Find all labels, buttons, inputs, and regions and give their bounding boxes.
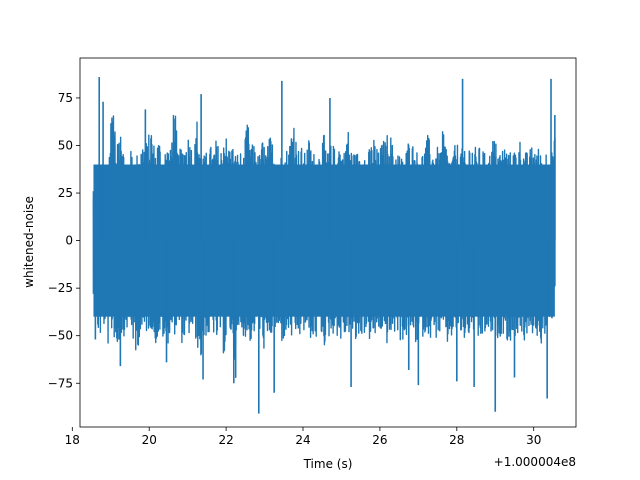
x-axis-offset-label: +1.000004e8 xyxy=(494,455,576,469)
y-tick-label: −75 xyxy=(48,376,73,390)
y-tick-label: 50 xyxy=(58,138,73,152)
x-axis: 18 20 22 24 26 28 30 xyxy=(65,427,541,447)
y-tick-label: 75 xyxy=(58,91,73,105)
y-tick-label: −25 xyxy=(48,281,73,295)
axes-frame xyxy=(79,57,577,428)
x-tick-label: 28 xyxy=(449,433,464,447)
x-tick-label: 24 xyxy=(295,433,310,447)
plot-area xyxy=(92,77,556,414)
x-tick-label: 18 xyxy=(65,433,80,447)
y-axis: −75 −50 −25 0 25 50 75 xyxy=(48,91,80,390)
x-tick-label: 20 xyxy=(142,433,157,447)
noise-series-core xyxy=(93,164,555,317)
x-tick-label: 26 xyxy=(372,433,387,447)
x-axis-label: Time (s) xyxy=(303,457,353,471)
y-tick-label: −50 xyxy=(48,329,73,343)
y-tick-label: 0 xyxy=(65,234,73,248)
y-tick-label: 25 xyxy=(58,186,73,200)
x-tick-label: 30 xyxy=(526,433,541,447)
x-tick-label: 22 xyxy=(218,433,233,447)
y-axis-label: whitened-noise xyxy=(22,196,36,288)
